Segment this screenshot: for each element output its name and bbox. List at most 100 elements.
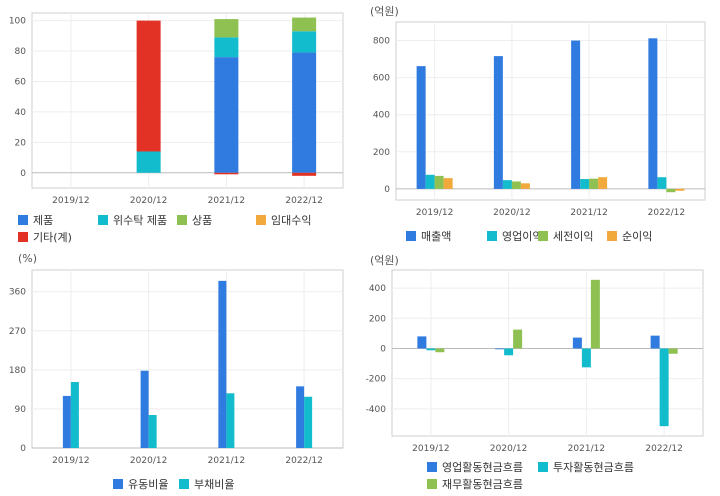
- legend-item[interactable]: 재무활동현금흐름: [427, 476, 523, 492]
- bar: [589, 178, 599, 189]
- legend-swatch: [98, 215, 108, 225]
- legend-label: 영업활동현금흐름: [442, 461, 523, 474]
- bar: [434, 175, 444, 189]
- legend-item[interactable]: 유동비율: [113, 476, 168, 492]
- bar: [495, 348, 505, 350]
- bar: [580, 179, 590, 189]
- plot-frame: [31, 12, 344, 189]
- x-tick-label: 2022/12: [285, 456, 322, 466]
- bar: [136, 20, 161, 152]
- legend-swatch: [607, 231, 617, 241]
- ratio-plot: 0 90 180 270 360 2019/12 2020/12 2021/12 2022/12: [9, 269, 344, 466]
- plot-frame: [391, 269, 704, 437]
- legend-item[interactable]: 영업이익: [487, 228, 542, 244]
- legend-swatch: [538, 231, 548, 241]
- y-tick-label: 600: [373, 74, 390, 84]
- bar: [62, 395, 71, 448]
- bar: [513, 329, 523, 349]
- legend-label: 투자활동현금흐름: [553, 461, 634, 474]
- bar: [226, 393, 235, 448]
- bar: [520, 183, 530, 189]
- legend-label: 영업이익: [502, 230, 543, 243]
- legend-swatch: [18, 232, 28, 242]
- product-mix-chart: 0 20 40 60 80 100 2019/12 2020/12 2021/12 2022/12…: [0, 0, 360, 248]
- y-tick-label: -200: [366, 375, 387, 385]
- legend-label: 상품: [192, 214, 213, 227]
- bar: [214, 172, 239, 175]
- bar: [572, 337, 582, 349]
- bar: [443, 178, 453, 189]
- legend-swatch: [256, 215, 266, 225]
- legend-item[interactable]: 세전이익: [538, 228, 593, 244]
- legend-label: 세전이익: [553, 230, 594, 243]
- legend-item[interactable]: 투자활동현금흐름: [538, 459, 634, 475]
- legend-item[interactable]: 위수탁 제품: [98, 212, 167, 228]
- y-tick-label: 100: [9, 17, 26, 27]
- x-tick-label: 2019/12: [52, 196, 89, 205]
- bar: [304, 396, 313, 448]
- y-tick-label: 800: [373, 37, 390, 47]
- bar: [493, 56, 503, 189]
- legend-item[interactable]: 제품: [18, 212, 53, 228]
- legend-item[interactable]: 기타(계): [18, 229, 72, 245]
- legend-item[interactable]: 임대수익: [256, 212, 311, 228]
- bar: [214, 19, 239, 38]
- bar: [675, 188, 685, 191]
- income-unit-label: (억원): [370, 5, 399, 18]
- x-tick-label: 2020/12: [493, 208, 530, 218]
- legend-label: 순이익: [622, 230, 653, 243]
- income-legend: 매출액 영업이익 세전이익 순이익: [360, 228, 720, 246]
- legend-label: 재무활동현금흐름: [442, 478, 523, 491]
- y-tick-label: 200: [373, 148, 390, 158]
- y-tick-label: 20: [15, 138, 27, 148]
- legend-item[interactable]: 순이익: [607, 228, 652, 244]
- bar: [590, 279, 600, 349]
- bar: [292, 172, 317, 176]
- legend-item[interactable]: 영업활동현금흐름: [427, 459, 523, 475]
- legend-label: 제품: [33, 214, 54, 227]
- bar: [435, 348, 445, 353]
- bar: [650, 335, 660, 349]
- bar: [214, 37, 239, 58]
- bar: [292, 31, 317, 53]
- bar: [502, 180, 512, 189]
- y-tick-label: 0: [384, 185, 390, 195]
- x-tick-label: 2019/12: [416, 208, 453, 218]
- bar: [292, 52, 317, 173]
- legend-swatch: [427, 462, 437, 472]
- bar: [296, 386, 305, 448]
- legend-label: 유동비율: [128, 478, 169, 491]
- y-tick-label: 0: [380, 344, 386, 354]
- bar: [417, 336, 427, 349]
- x-tick-label: 2020/12: [130, 196, 167, 205]
- y-tick-label: 180: [9, 366, 26, 376]
- bar: [140, 370, 149, 448]
- y-tick-label: 200: [369, 314, 386, 324]
- legend-item[interactable]: 부채비율: [179, 476, 234, 492]
- legend-swatch: [427, 479, 437, 489]
- legend-swatch: [179, 479, 189, 489]
- legend-item[interactable]: 매출액: [406, 228, 451, 244]
- bar: [581, 348, 591, 368]
- legend-label: 위수탁 제품: [113, 214, 168, 227]
- y-tick-label: 270: [9, 327, 26, 337]
- legend-swatch: [406, 231, 416, 241]
- x-tick-label: 2021/12: [570, 208, 607, 218]
- y-tick-label: 40: [15, 108, 27, 118]
- bar: [426, 348, 436, 351]
- bar: [425, 174, 435, 189]
- plot-frame: [395, 21, 706, 201]
- product-mix-plot: 0 20 40 60 80 100 2019/12 2020/12 2021/12 2022/12: [9, 12, 344, 205]
- x-tick-label: 2021/12: [208, 456, 245, 466]
- bar: [511, 181, 521, 189]
- y-tick-label: -400: [366, 405, 387, 415]
- legend-item[interactable]: 상품: [177, 212, 212, 228]
- x-tick-label: 2022/12: [285, 196, 322, 205]
- legend-label: 기타(계): [33, 231, 72, 244]
- ratio-chart: (%) 0 90 180 270 360 2019/12 2020/12 2021/12 202…: [0, 248, 360, 496]
- bar: [657, 177, 667, 189]
- legend-swatch: [113, 479, 123, 489]
- bar: [571, 40, 581, 189]
- x-tick-label: 2022/12: [648, 208, 685, 218]
